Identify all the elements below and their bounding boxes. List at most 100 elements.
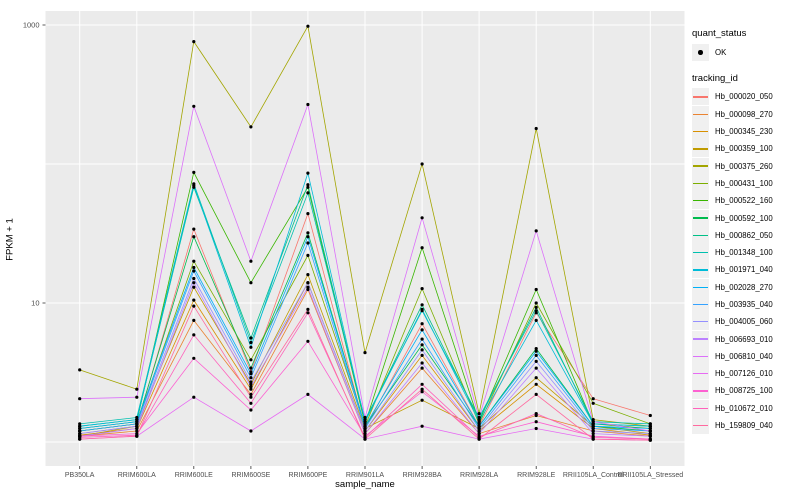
series-color-swatch bbox=[692, 417, 709, 435]
legend-item-label: Hb_010672_010 bbox=[715, 403, 773, 413]
x-tick-label: RRIM928LE bbox=[517, 472, 555, 479]
data-point bbox=[306, 241, 310, 245]
line-icon bbox=[693, 96, 708, 98]
legend-item-label: Hb_000862_050 bbox=[715, 230, 773, 240]
line-icon bbox=[693, 338, 708, 340]
data-point bbox=[477, 424, 481, 428]
series-color-swatch bbox=[692, 192, 709, 210]
data-point bbox=[306, 339, 310, 343]
data-point bbox=[78, 429, 82, 433]
data-point bbox=[648, 434, 652, 438]
line-icon bbox=[693, 269, 708, 271]
series-color-swatch bbox=[692, 140, 709, 158]
legend-item: Hb_000345_230 bbox=[692, 123, 800, 141]
line-icon bbox=[693, 286, 708, 288]
legend-item: Hb_000522_160 bbox=[692, 192, 800, 210]
data-point bbox=[648, 438, 652, 442]
line-icon bbox=[693, 165, 708, 167]
data-point bbox=[591, 429, 595, 433]
legend-item: Hb_004005_060 bbox=[692, 313, 800, 331]
data-point bbox=[420, 424, 424, 428]
data-point bbox=[420, 387, 424, 391]
data-point bbox=[420, 303, 424, 307]
data-point bbox=[306, 171, 310, 175]
data-point bbox=[420, 382, 424, 386]
legend-item-label: Hb_000375_260 bbox=[715, 161, 773, 171]
data-point bbox=[192, 318, 196, 322]
legend-item: Hb_000862_050 bbox=[692, 226, 800, 244]
data-point bbox=[306, 212, 310, 216]
data-point bbox=[534, 309, 538, 313]
legend-item-label: Hb_006693_010 bbox=[715, 334, 773, 344]
line-icon bbox=[693, 251, 708, 254]
data-point bbox=[477, 429, 481, 433]
data-point bbox=[534, 359, 538, 363]
data-point bbox=[249, 336, 253, 340]
x-tick-label: RRIM901LA bbox=[346, 472, 384, 479]
legend-item-label: Hb_001971_040 bbox=[715, 265, 773, 275]
data-point bbox=[306, 281, 310, 285]
data-point bbox=[420, 361, 424, 365]
data-point bbox=[135, 424, 139, 428]
legend-item: Hb_000020_050 bbox=[692, 88, 800, 106]
data-point bbox=[78, 424, 82, 428]
line-icon bbox=[693, 148, 708, 150]
series-color-swatch bbox=[692, 347, 709, 365]
quant-status-key bbox=[692, 44, 709, 62]
data-point bbox=[249, 392, 253, 396]
data-point bbox=[420, 353, 424, 357]
point-icon bbox=[698, 50, 703, 55]
data-point bbox=[420, 390, 424, 394]
series-color-swatch bbox=[692, 261, 709, 279]
data-point bbox=[192, 304, 196, 308]
data-point bbox=[534, 126, 538, 131]
legend-item: Hb_007126_010 bbox=[692, 365, 800, 383]
data-point bbox=[648, 424, 652, 428]
series-color-swatch bbox=[692, 244, 709, 262]
series-color-swatch bbox=[692, 88, 709, 106]
legend-item: Hb_001971_040 bbox=[692, 261, 800, 279]
data-point bbox=[192, 356, 196, 360]
data-point bbox=[306, 102, 310, 107]
data-point bbox=[78, 422, 82, 426]
x-tick-label: RRIM600PE bbox=[288, 472, 327, 479]
data-point bbox=[306, 253, 310, 257]
line-icon bbox=[693, 113, 708, 115]
x-tick-label: PB350LA bbox=[65, 472, 95, 479]
data-point bbox=[420, 216, 424, 220]
legend-title-quant-status: quant_status bbox=[692, 28, 747, 39]
x-tick-label: RRIM928BA bbox=[403, 472, 442, 479]
line-icon bbox=[693, 130, 708, 133]
legend-item-label: Hb_006810_040 bbox=[715, 351, 773, 361]
data-point bbox=[249, 366, 253, 370]
data-point bbox=[192, 227, 196, 231]
data-point bbox=[192, 104, 196, 108]
legend-item-label: Hb_000522_160 bbox=[715, 196, 773, 206]
line-icon bbox=[693, 234, 708, 236]
x-tick-label: RRIM600SE bbox=[231, 472, 270, 479]
series-color-swatch bbox=[692, 226, 709, 244]
data-point bbox=[477, 420, 481, 424]
line-icon bbox=[693, 424, 708, 427]
data-point bbox=[78, 397, 82, 401]
series-color-swatch bbox=[692, 105, 709, 123]
data-point bbox=[78, 368, 82, 372]
y-tick-label: 1000 bbox=[23, 21, 40, 30]
data-point bbox=[306, 231, 310, 235]
line-icon bbox=[693, 303, 708, 306]
data-point bbox=[534, 349, 538, 353]
data-point bbox=[306, 392, 310, 396]
line-icon bbox=[693, 182, 708, 185]
data-point bbox=[192, 259, 196, 263]
data-point bbox=[648, 429, 652, 433]
legend-item: Hb_000359_100 bbox=[692, 140, 800, 158]
data-point bbox=[306, 307, 310, 311]
data-point bbox=[363, 429, 367, 433]
data-point bbox=[591, 422, 595, 426]
legend-item: Hb_006693_010 bbox=[692, 330, 800, 348]
data-point bbox=[420, 287, 424, 291]
data-point bbox=[420, 348, 424, 352]
legend-item: Hb_000431_100 bbox=[692, 174, 800, 192]
line-icon bbox=[693, 321, 708, 323]
data-point bbox=[306, 191, 310, 195]
